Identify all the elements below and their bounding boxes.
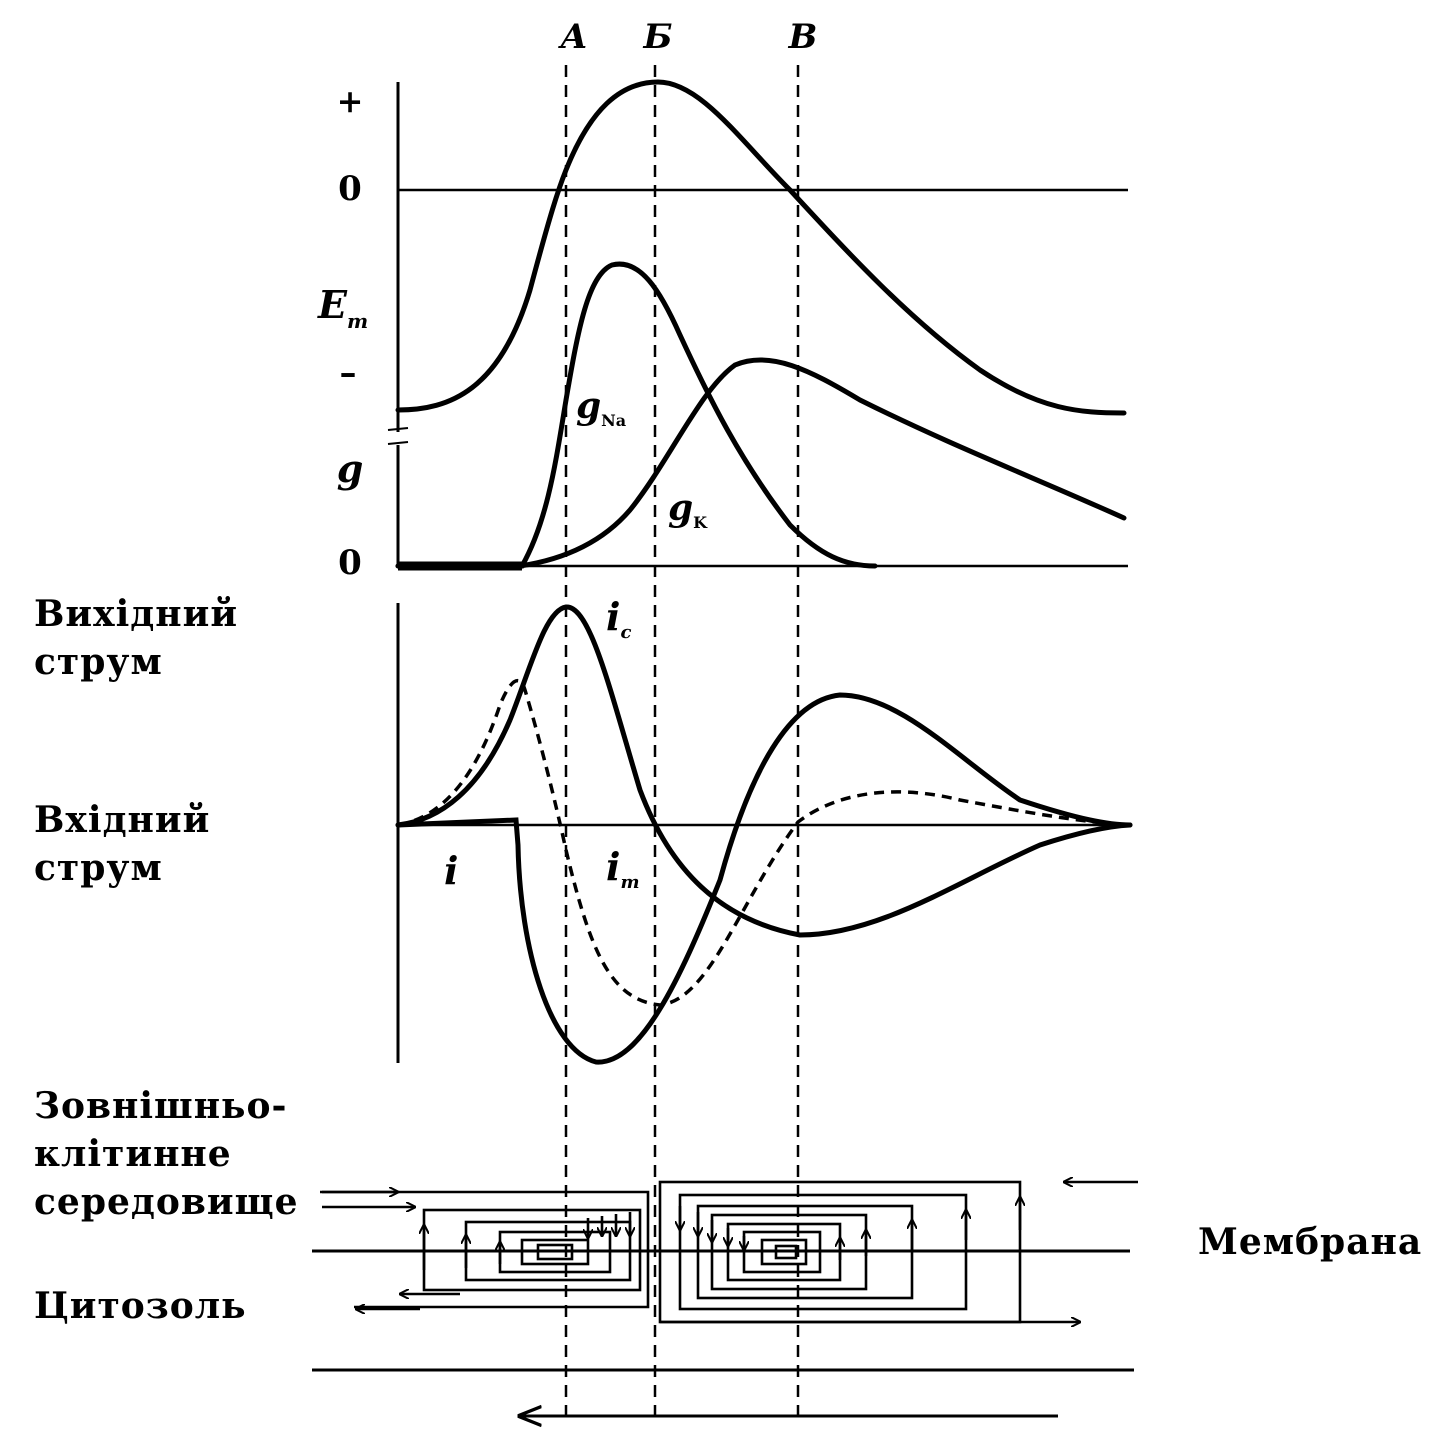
im-label: im (606, 844, 639, 893)
g-axis-label: g (337, 446, 364, 491)
ic-label: ic (606, 594, 631, 643)
membrane-potential-curve (395, 79, 1127, 416)
axes (387, 82, 1130, 1063)
right-loop-7 (774, 1244, 798, 1260)
gna-label: gNa (576, 385, 626, 430)
outward-current-label: Вихідний струм (34, 590, 238, 686)
cytosol-label: Цитозоль (34, 1285, 247, 1327)
marker-label-b: Б (642, 17, 672, 57)
marker-label-a: A (558, 17, 587, 57)
left-loop-4 (520, 1238, 590, 1266)
total-current-curve (395, 692, 1133, 1065)
gk-label: gK (668, 487, 708, 532)
right-loop-6 (760, 1238, 808, 1266)
ic-curve (395, 604, 1133, 938)
gk-curve (395, 357, 1127, 569)
membrane-label: Мембрана (1198, 1221, 1423, 1263)
extracellular-line-2: клітинне (34, 1133, 232, 1175)
right-loop-2 (696, 1204, 914, 1300)
inward-current-line-2: струм (34, 847, 163, 889)
extracellular-line-1: Зовнішньо- (34, 1085, 288, 1127)
right-loop-1 (678, 1193, 968, 1311)
zero-potential-label: 0 (338, 169, 362, 209)
axis-break-icon (387, 427, 409, 445)
extracellular-line-3: середовище (34, 1181, 299, 1223)
minus-label: – (340, 353, 357, 393)
marker-label-v: В (788, 17, 818, 57)
left-outer-loop (320, 1190, 650, 1309)
zero-conductance-label: 0 (338, 543, 362, 583)
left-current-loops (320, 1190, 650, 1309)
left-loop-5 (536, 1243, 574, 1261)
em-axis-label: Em (317, 282, 368, 333)
outward-current-line-1: Вихідний (34, 593, 239, 635)
inward-current-line-1: Вхідний (34, 799, 211, 841)
plus-label: + (337, 82, 364, 120)
gna-curve (395, 261, 878, 569)
im-curve (397, 678, 1131, 1007)
extracellular-label: Зовнішньо- клітинне середовище (34, 1082, 298, 1226)
outward-current-line-2: струм (34, 641, 163, 683)
membrane-lines (312, 1249, 1134, 1372)
right-current-loops (658, 1182, 1138, 1322)
right-loop-5 (742, 1230, 822, 1274)
inward-current-label: Вхідний струм (34, 796, 210, 892)
total-current-label: i (444, 848, 458, 893)
